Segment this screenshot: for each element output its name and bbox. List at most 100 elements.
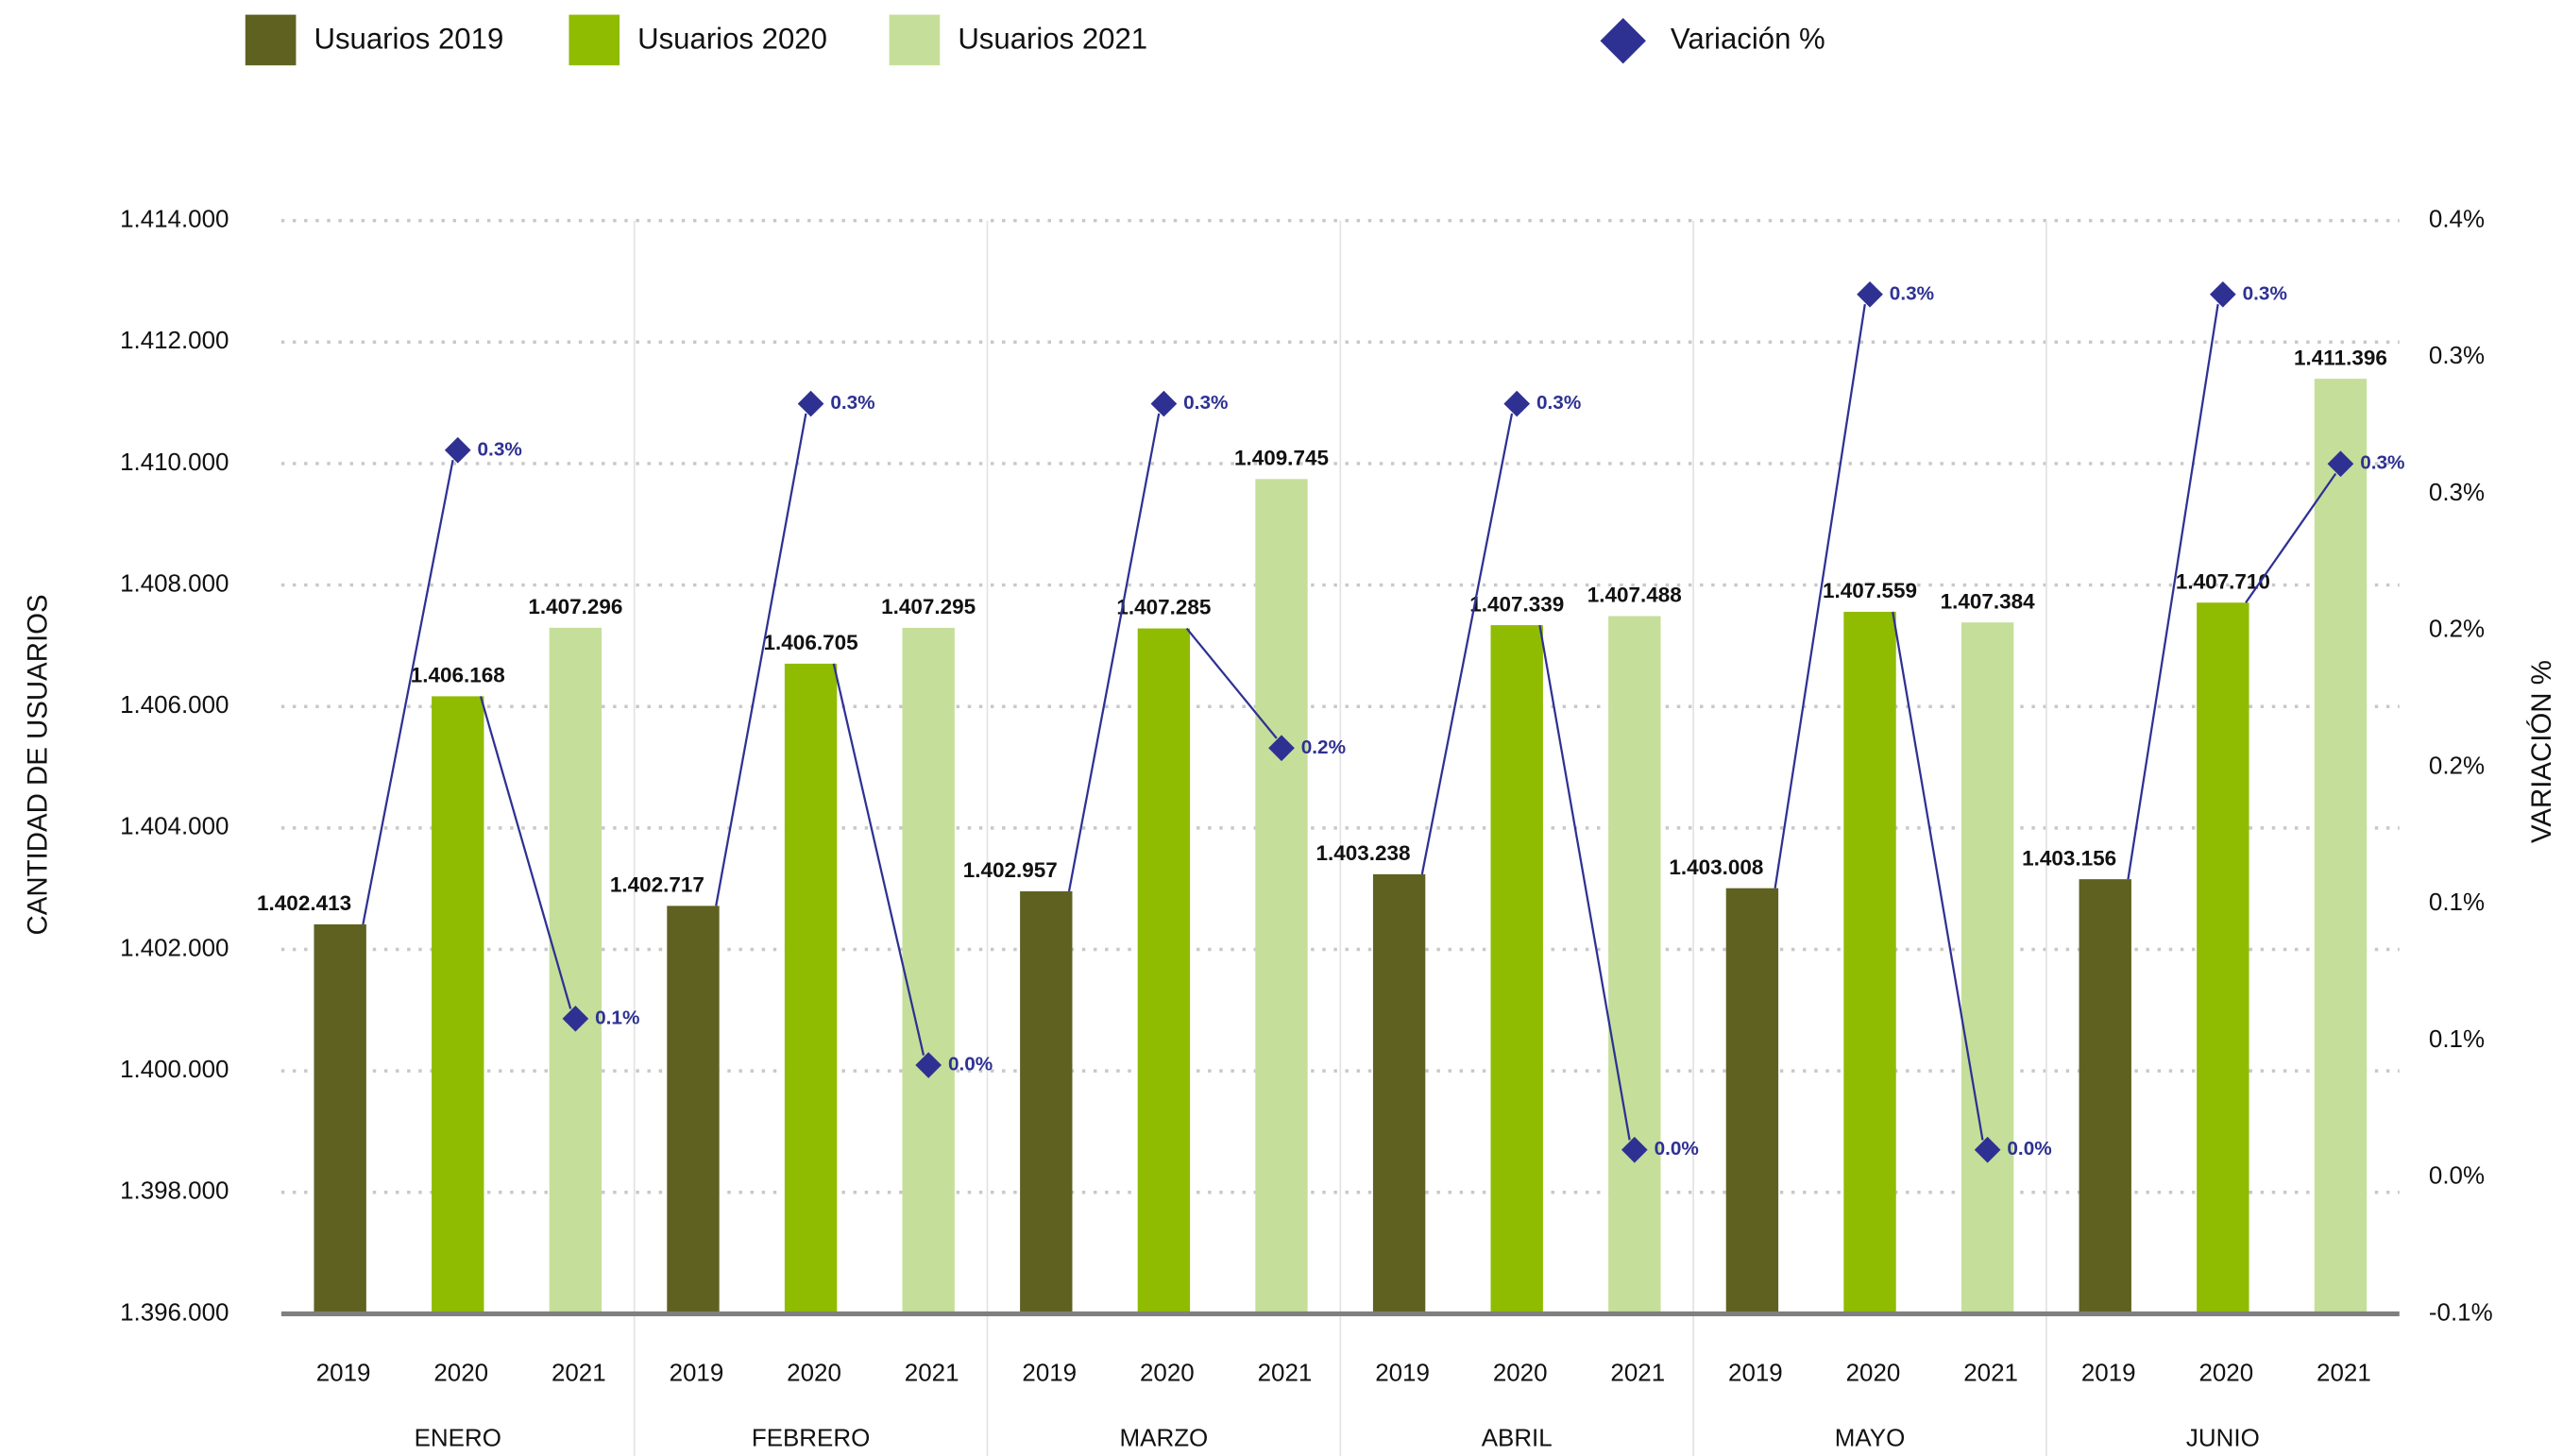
variation-marker bbox=[2327, 450, 2354, 478]
y-tick-label: 1.412.000 bbox=[120, 328, 229, 354]
value-label: 1.406.168 bbox=[411, 664, 505, 687]
legend-swatch bbox=[569, 14, 620, 66]
variation-label: 0.2% bbox=[1301, 736, 1346, 758]
value-label: 1.409.745 bbox=[1234, 446, 1329, 469]
bar bbox=[1960, 622, 2014, 1314]
y-tick-label: 1.408.000 bbox=[120, 570, 229, 597]
legend-swatch bbox=[889, 14, 941, 66]
variation-marker bbox=[1621, 1136, 1648, 1163]
variation-label: 0.3% bbox=[2243, 282, 2287, 304]
variation-label: 0.0% bbox=[2007, 1138, 2051, 1160]
bar bbox=[1490, 625, 1543, 1314]
connector bbox=[479, 696, 572, 1009]
connector bbox=[1185, 627, 1278, 739]
y2-tick-label: 0.1% bbox=[2429, 889, 2485, 916]
connector bbox=[1538, 624, 1631, 1141]
legend-label: Variación % bbox=[1671, 23, 1825, 56]
variation-label: 0.0% bbox=[948, 1054, 993, 1075]
value-label: 1.407.296 bbox=[528, 595, 622, 618]
x-category-label: JUNIO bbox=[2186, 1426, 2260, 1452]
variation-marker bbox=[1857, 280, 1883, 308]
y2-tick-label: 0.2% bbox=[2429, 753, 2485, 779]
variation-label: 0.3% bbox=[1890, 282, 1934, 304]
connector bbox=[1892, 611, 1984, 1141]
legend-swatch bbox=[245, 14, 297, 66]
x-category-label: MARZO bbox=[1120, 1426, 1209, 1452]
connector bbox=[2127, 303, 2219, 880]
value-label: 1.403.156 bbox=[2022, 846, 2116, 870]
x-tick-label: 2021 bbox=[2317, 1360, 2371, 1386]
x-tick-label: 2020 bbox=[433, 1360, 488, 1386]
x-tick-label: 2019 bbox=[1022, 1360, 1077, 1386]
y-tick-label: 1.414.000 bbox=[120, 206, 229, 232]
connector bbox=[832, 663, 925, 1056]
value-label: 1.407.339 bbox=[1469, 592, 1564, 616]
bar bbox=[784, 663, 838, 1314]
connector bbox=[362, 459, 454, 925]
variation-marker bbox=[1503, 390, 1531, 417]
variation-label: 0.3% bbox=[1183, 392, 1228, 414]
bar bbox=[667, 906, 720, 1314]
bar bbox=[2079, 879, 2131, 1314]
variation-marker bbox=[1150, 390, 1178, 417]
x-tick-label: 2020 bbox=[1493, 1360, 1548, 1386]
bar bbox=[549, 627, 603, 1314]
bar bbox=[2314, 379, 2368, 1314]
bar bbox=[432, 696, 484, 1314]
variation-label: 0.3% bbox=[1536, 392, 1581, 414]
value-label: 1.411.396 bbox=[2294, 346, 2387, 369]
variation-label: 0.3% bbox=[478, 438, 522, 460]
y-tick-label: 1.406.000 bbox=[120, 692, 229, 719]
y2-axis-title: VARIACIÓN % bbox=[2526, 660, 2557, 843]
bar bbox=[1843, 611, 1896, 1314]
connector bbox=[715, 413, 807, 906]
y-tick-label: 1.404.000 bbox=[120, 814, 229, 840]
x-tick-label: 2020 bbox=[2198, 1360, 2253, 1386]
y2-tick-label: 0.0% bbox=[2429, 1163, 2485, 1190]
legend-label: Usuarios 2020 bbox=[637, 23, 827, 56]
value-label: 1.407.295 bbox=[881, 595, 976, 618]
bar bbox=[1725, 888, 1779, 1314]
connector bbox=[2245, 472, 2337, 603]
x-category-label: FEBRERO bbox=[752, 1426, 870, 1452]
y-tick-label: 1.410.000 bbox=[120, 449, 229, 476]
y-tick-label: 1.402.000 bbox=[120, 935, 229, 961]
x-tick-label: 2021 bbox=[1258, 1360, 1313, 1386]
y-tick-label: 1.396.000 bbox=[120, 1299, 229, 1326]
legend-label: Usuarios 2021 bbox=[958, 23, 1147, 56]
value-label: 1.407.384 bbox=[1941, 589, 2036, 613]
x-tick-label: 2019 bbox=[670, 1360, 724, 1386]
bar bbox=[1020, 890, 1073, 1314]
value-label: 1.402.957 bbox=[963, 858, 1058, 882]
x-category-label: ENERO bbox=[415, 1426, 501, 1452]
y-axis-title: CANTIDAD DE USUARIOS bbox=[22, 594, 53, 935]
x-tick-label: 2021 bbox=[552, 1360, 606, 1386]
value-label: 1.407.559 bbox=[1823, 579, 1917, 602]
variation-label: 0.0% bbox=[1655, 1138, 1699, 1160]
bar bbox=[902, 627, 955, 1314]
legend-swatch bbox=[1600, 18, 1646, 64]
variation-label: 0.3% bbox=[2360, 452, 2404, 474]
bar bbox=[1608, 616, 1661, 1314]
connector bbox=[1420, 413, 1514, 875]
y2-tick-label: 0.1% bbox=[2429, 1026, 2485, 1053]
variation-marker bbox=[444, 436, 471, 464]
x-tick-label: 2019 bbox=[1728, 1360, 1783, 1386]
x-tick-label: 2020 bbox=[1846, 1360, 1901, 1386]
value-label: 1.406.705 bbox=[764, 631, 858, 654]
variation-marker bbox=[2210, 280, 2236, 308]
y2-tick-label: 0.2% bbox=[2429, 617, 2485, 643]
x-tick-label: 2019 bbox=[316, 1360, 371, 1386]
x-tick-label: 2021 bbox=[905, 1360, 959, 1386]
value-label: 1.407.285 bbox=[1116, 596, 1211, 619]
bar bbox=[1372, 873, 1426, 1314]
y-tick-label: 1.400.000 bbox=[120, 1057, 229, 1083]
bar bbox=[2197, 602, 2249, 1314]
variation-label: 0.3% bbox=[830, 392, 874, 414]
x-category-label: ABRIL bbox=[1482, 1426, 1553, 1452]
connector bbox=[1067, 413, 1161, 892]
value-label: 1.407.488 bbox=[1587, 584, 1682, 607]
bar bbox=[1255, 479, 1308, 1314]
y2-tick-label: 0.3% bbox=[2429, 480, 2485, 506]
